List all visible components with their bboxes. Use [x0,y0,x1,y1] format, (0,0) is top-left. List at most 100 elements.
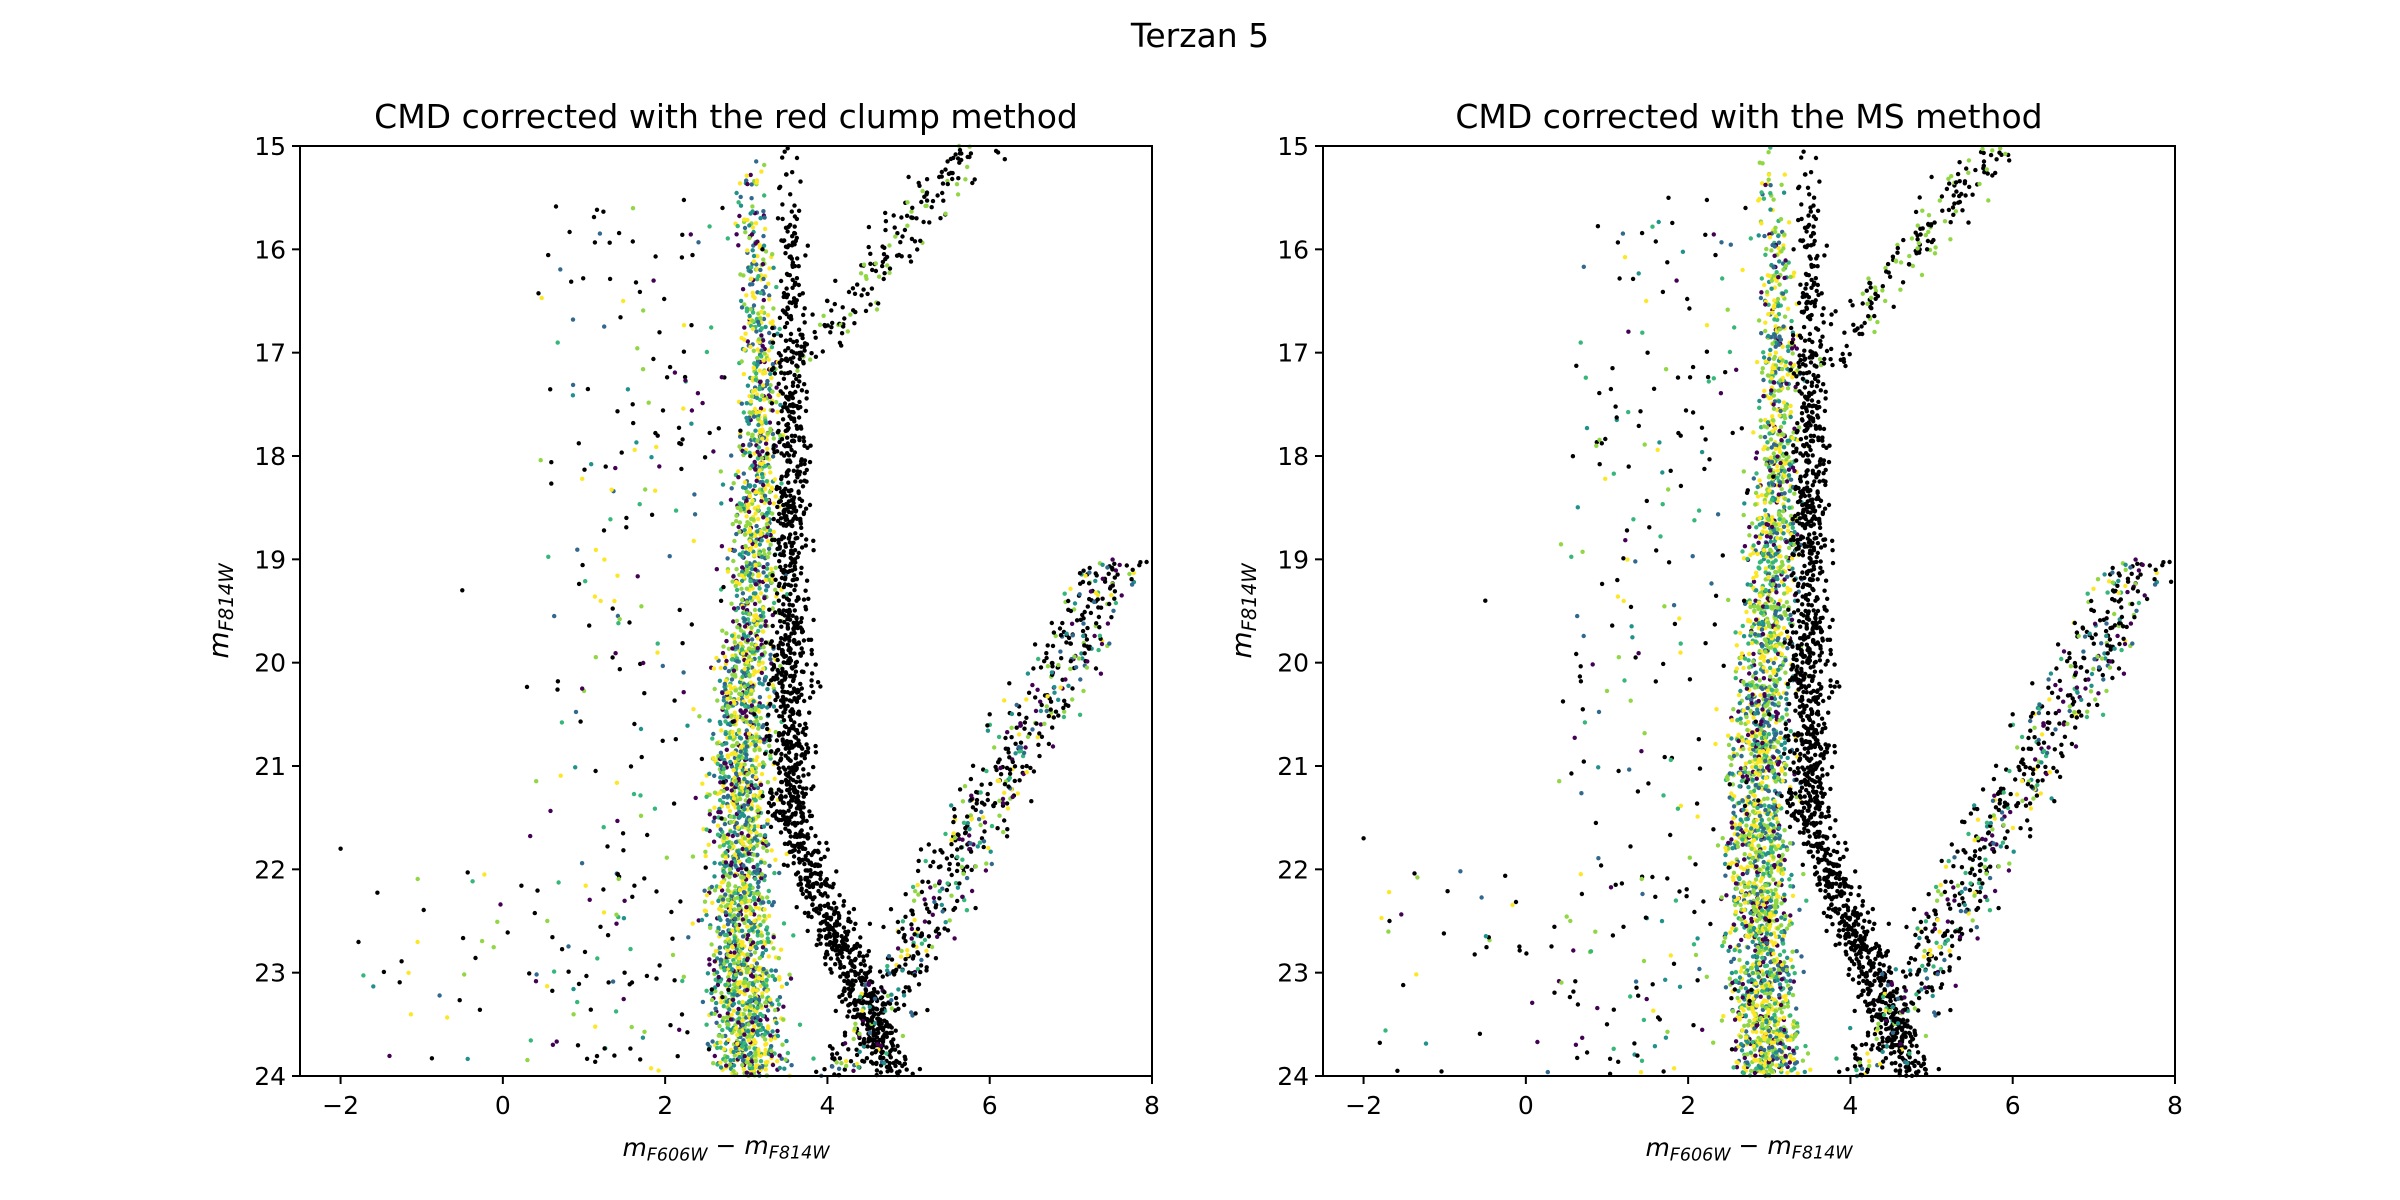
scatter-point [744,498,749,503]
scatter-point [761,966,766,972]
scatter-point [768,824,774,830]
scatter-point [724,1063,729,1068]
scatter-point [1007,771,1013,776]
scatter-point [786,409,791,414]
scatter-point [798,779,803,784]
scatter-point [1098,605,1104,610]
scatter-point [778,402,783,408]
scatter-point [774,385,779,390]
scatter-point [799,646,804,651]
scatter-point [742,666,747,672]
scatter-point [734,579,739,585]
scatter-point [915,247,920,252]
scatter-point [1074,618,1080,623]
scatter-point [740,651,746,656]
scatter-point [931,895,937,901]
scatter-point [998,765,1003,771]
scatter-point [676,425,682,430]
scatter-point [751,303,757,308]
scatter-point [769,968,774,973]
scatter-point [788,976,794,981]
scatter-point [774,673,779,678]
scatter-point [957,147,963,153]
scatter-point [852,321,857,326]
scatter-point [872,996,878,1001]
scatter-point [1068,666,1073,672]
scatter-point [788,591,793,597]
scatter-point [997,813,1002,818]
scatter-point [740,999,745,1005]
scatter-point [781,608,786,613]
scatter-point [780,216,785,222]
scatter-point [867,921,873,926]
scatter-point [737,809,742,814]
scatter-point [922,937,928,943]
scatter-point [771,436,776,441]
scatter-point [909,209,914,214]
scatter-point [787,535,792,540]
scatter-point [770,573,775,578]
scatter-point [989,861,994,867]
scatter-point [621,298,626,304]
scatter-point [884,1031,889,1036]
scatter-point [840,999,845,1004]
scatter-point [703,849,708,854]
scatter-point [834,869,839,874]
scatter-point [749,963,754,969]
scatter-point [751,891,757,896]
scatter-point [1017,712,1022,717]
scatter-point [802,471,807,476]
scatter-point [748,1003,753,1008]
scatter-point [634,440,639,445]
scatter-point [904,213,910,218]
scatter-point [764,381,770,387]
scatter-point [779,357,784,363]
scatter-point [823,951,829,957]
scatter-point [735,659,740,664]
scatter-point [734,531,739,537]
scatter-point [863,308,869,314]
scatter-point [973,864,978,869]
scatter-point [837,1056,843,1061]
scatter-point [716,906,722,912]
scatter-point [757,747,762,752]
scatter-point [573,709,579,715]
scatter-point [867,1004,872,1010]
scatter-point [793,531,798,536]
scatter-point [736,1006,741,1012]
scatter-point [755,808,760,813]
scatter-point [779,984,785,989]
scatter-point [753,707,758,713]
scatter-point [755,1029,760,1034]
scatter-point [979,782,984,787]
scatter-point [774,809,780,814]
scatter-point [780,738,785,744]
scatter-point [681,974,686,979]
scatter-point [670,952,676,958]
scatter-point [848,1059,854,1064]
scatter-point [734,782,739,787]
scatter-point [755,824,761,829]
scatter-point [765,555,770,560]
scatter-point [712,815,717,820]
scatter-point [772,776,777,781]
scatter-point [931,859,936,865]
scatter-point [1024,770,1030,775]
scatter-point [1050,725,1055,730]
scatter-point [1144,559,1149,565]
scatter-point [745,957,750,963]
scatter-point [750,225,756,230]
scatter-point [716,1033,721,1038]
scatter-point [1072,601,1078,606]
scatter-point [919,941,925,946]
scatter-point [1062,591,1067,596]
scatter-point [866,1036,872,1041]
scatter-point [713,1006,718,1011]
scatter-point [779,370,784,375]
scatter-point [924,190,930,195]
scatter-point [1085,659,1090,664]
scatter-point [788,804,793,809]
scatter-point [833,962,838,967]
scatter-point [726,832,731,837]
scatter-point [834,943,839,949]
